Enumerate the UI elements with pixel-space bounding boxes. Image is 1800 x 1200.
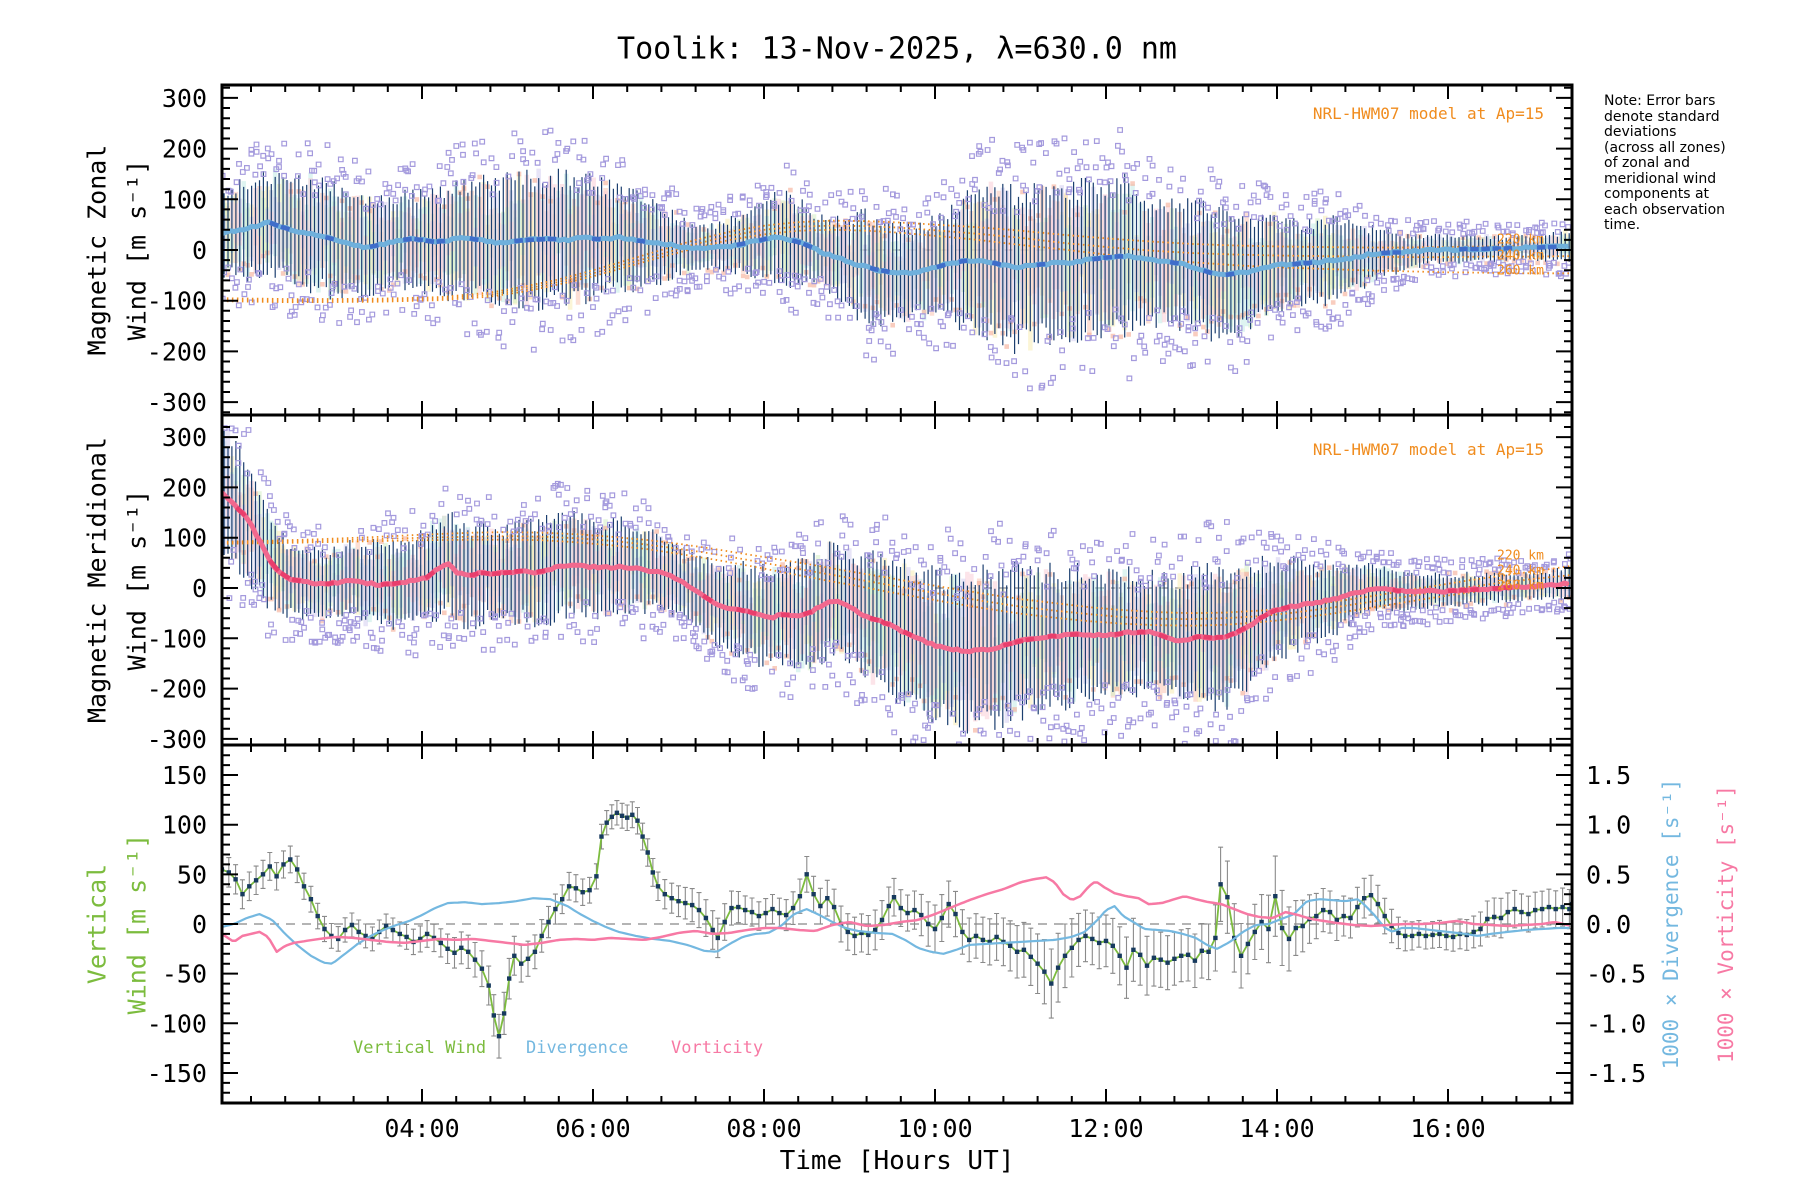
- svg-text:300: 300: [162, 423, 207, 452]
- svg-text:100: 100: [162, 185, 207, 214]
- altitude-label-220km-meridional: 220 km: [1497, 548, 1544, 564]
- svg-text:300: 300: [162, 84, 207, 113]
- page-title: Toolik: 13-Nov-2025, λ=630.0 nm: [617, 31, 1177, 67]
- vertical-wind-panel-data: [223, 800, 1571, 1059]
- svg-text:-1.5: -1.5: [1586, 1059, 1646, 1088]
- svg-text:-100: -100: [147, 1009, 207, 1038]
- meridional-axis-title-line1: Magnetic Meridional: [82, 437, 112, 723]
- altitude-label-260km-zonal: 260 km: [1497, 263, 1544, 279]
- svg-text:12:00: 12:00: [1068, 1114, 1143, 1143]
- svg-text:-1.0: -1.0: [1586, 1009, 1646, 1038]
- vertical-axis-title-line2: Wind [m s⁻¹]: [122, 833, 152, 1015]
- svg-text:10:00: 10:00: [897, 1114, 972, 1143]
- svg-text:0: 0: [192, 910, 207, 939]
- svg-text:-200: -200: [147, 675, 207, 704]
- svg-text:16:00: 16:00: [1410, 1114, 1485, 1143]
- vorticity-axis-title: 1000 × Vorticity [s⁻¹]: [1714, 784, 1738, 1064]
- svg-text:100: 100: [162, 811, 207, 840]
- zonal-axis-title-line1: Magnetic Zonal: [82, 144, 112, 356]
- altitude-label-240km-meridional: 240 km: [1497, 563, 1544, 579]
- altitude-label-240km-zonal: 240 km: [1497, 248, 1544, 264]
- wind-panel-data: [223, 425, 1571, 744]
- svg-text:100: 100: [162, 524, 207, 553]
- zonal-axis-title-line2: Wind [m s⁻¹]: [122, 159, 152, 341]
- svg-text:-300: -300: [147, 388, 207, 417]
- hwm07-model-annotation-zonal: NRL-HWM07 model at Ap=15: [1312, 104, 1544, 123]
- svg-text:50: 50: [177, 860, 207, 889]
- svg-text:-0.5: -0.5: [1586, 960, 1646, 989]
- svg-text:14:00: 14:00: [1239, 1114, 1314, 1143]
- wind-panel-data: [223, 127, 1571, 392]
- svg-text:1.0: 1.0: [1586, 811, 1631, 840]
- svg-text:08:00: 08:00: [726, 1114, 801, 1143]
- legend-vorticity: Vorticity: [671, 1038, 764, 1058]
- svg-text:-150: -150: [147, 1059, 207, 1088]
- vertical-axis-title-line1: Vertical: [82, 863, 112, 985]
- divergence-axis-title: 1000 × Divergence [s⁻¹]: [1659, 778, 1683, 1070]
- svg-text:200: 200: [162, 473, 207, 502]
- x-axis-title: Time [Hours UT]: [779, 1146, 1015, 1176]
- svg-text:-200: -200: [147, 337, 207, 366]
- svg-text:-50: -50: [162, 960, 207, 989]
- svg-text:-300: -300: [147, 725, 207, 754]
- altitude-label-260km-meridional: 260 km: [1497, 578, 1544, 594]
- svg-text:0: 0: [192, 574, 207, 603]
- svg-text:-100: -100: [147, 287, 207, 316]
- error-bar-note: Note: Error bars denote standard deviati…: [1604, 93, 1726, 233]
- svg-text:0: 0: [192, 236, 207, 265]
- svg-text:150: 150: [162, 761, 207, 790]
- svg-text:1.5: 1.5: [1586, 761, 1631, 790]
- legend-vertical-wind: Vertical Wind: [353, 1038, 487, 1058]
- legend-divergence: Divergence: [526, 1038, 629, 1058]
- svg-text:06:00: 06:00: [555, 1114, 630, 1143]
- svg-text:-100: -100: [147, 624, 207, 653]
- hwm07-model-annotation-meridional: NRL-HWM07 model at Ap=15: [1312, 440, 1544, 459]
- meridional-axis-title-line2: Wind [m s⁻¹]: [122, 489, 152, 671]
- svg-text:0.5: 0.5: [1586, 860, 1631, 889]
- svg-text:04:00: 04:00: [384, 1114, 459, 1143]
- svg-text:0.0: 0.0: [1586, 910, 1631, 939]
- svg-text:200: 200: [162, 135, 207, 164]
- altitude-label-220km-zonal: 220 km: [1497, 232, 1544, 248]
